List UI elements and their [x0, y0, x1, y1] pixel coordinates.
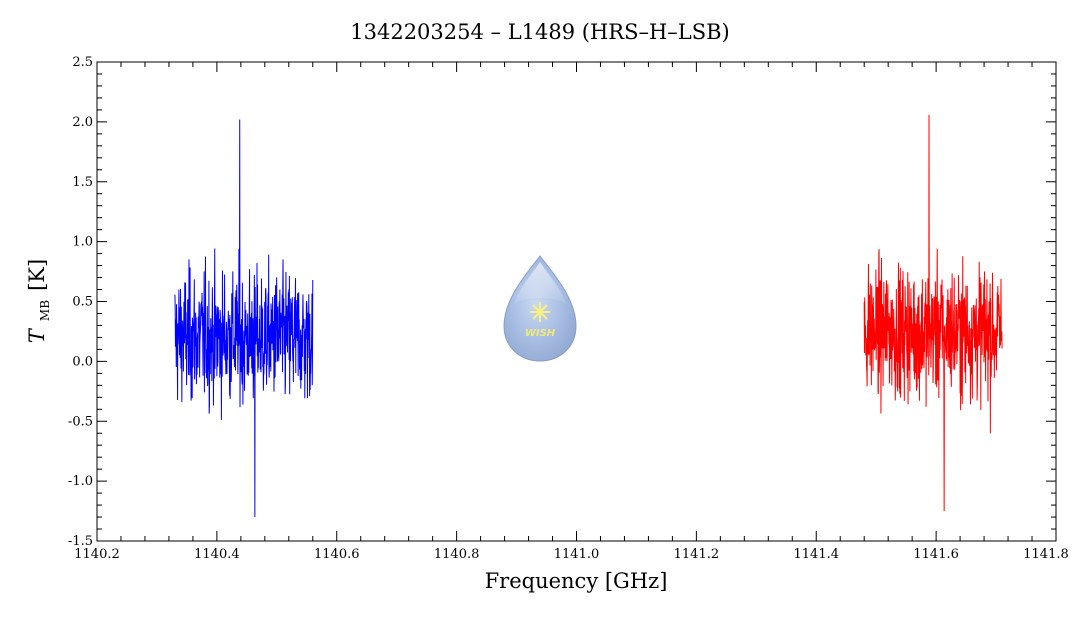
- series-layer: [174, 114, 1003, 518]
- wish-droplet-logo: WISH: [503, 255, 577, 362]
- y-tick-label: 2.5: [72, 55, 93, 70]
- logo-text: WISH: [525, 328, 556, 339]
- ticks-layer: 1140.2 1140.4 1140.6 1140.8 1141.0 1141.2 1141…: [68, 55, 1069, 562]
- x-tick-label: 1140.6: [314, 547, 360, 562]
- y-axis-label-main: T: [25, 327, 49, 343]
- series-line-2: [863, 114, 1003, 512]
- x-tick-label: 1141.8: [1023, 547, 1069, 562]
- x-axis-label: Frequency [GHz]: [485, 569, 668, 593]
- y-tick-label: 2.0: [72, 115, 93, 130]
- star-icon: [530, 302, 550, 322]
- x-tick-label: 1141.6: [913, 547, 959, 562]
- y-tick-label: 1.5: [72, 175, 93, 190]
- chart-title: 1342203254 – L1489 (HRS–H–LSB): [350, 20, 730, 44]
- plot-frame: [96, 61, 1057, 542]
- y-tick-label: 0.0: [72, 354, 93, 369]
- x-tick-label: 1140.8: [434, 547, 480, 562]
- y-axis-label: T MB [K]: [25, 259, 53, 343]
- y-tick-label: 0.5: [72, 295, 93, 310]
- x-tick-label: 1141.4: [794, 547, 840, 562]
- y-tick-label: -1.5: [68, 534, 93, 549]
- droplet-shine: [514, 262, 566, 304]
- series-line-1: [174, 119, 314, 518]
- y-axis-label-unit: [K]: [25, 259, 49, 291]
- x-tick-label: 1140.4: [194, 547, 240, 562]
- x-tick-label: 1140.2: [74, 547, 120, 562]
- x-tick-label: 1141.0: [554, 547, 600, 562]
- x-tick-label: 1141.2: [674, 547, 720, 562]
- y-tick-label: -1.0: [68, 474, 93, 489]
- y-tick-label: 1.0: [72, 235, 93, 250]
- y-tick-label: -0.5: [68, 414, 93, 429]
- y-axis-label-sub: MB: [38, 300, 52, 321]
